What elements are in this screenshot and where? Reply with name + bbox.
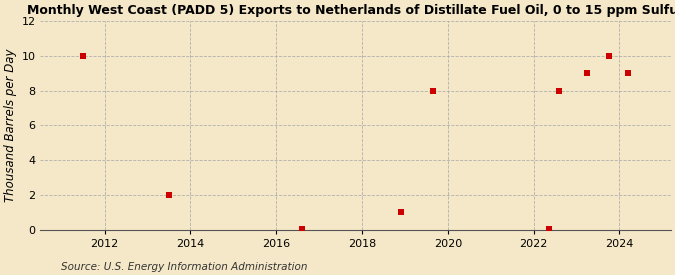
Y-axis label: Thousand Barrels per Day: Thousand Barrels per Day bbox=[4, 49, 17, 202]
Title: Monthly West Coast (PADD 5) Exports to Netherlands of Distillate Fuel Oil, 0 to : Monthly West Coast (PADD 5) Exports to N… bbox=[27, 4, 675, 17]
Point bbox=[427, 89, 438, 93]
Text: Source: U.S. Energy Information Administration: Source: U.S. Energy Information Administ… bbox=[61, 262, 307, 272]
Point bbox=[603, 54, 614, 58]
Point bbox=[163, 193, 174, 197]
Point bbox=[543, 227, 554, 231]
Point bbox=[582, 71, 593, 75]
Point bbox=[78, 54, 88, 58]
Point bbox=[296, 227, 307, 231]
Point bbox=[622, 71, 633, 75]
Point bbox=[554, 89, 565, 93]
Point bbox=[396, 210, 406, 214]
